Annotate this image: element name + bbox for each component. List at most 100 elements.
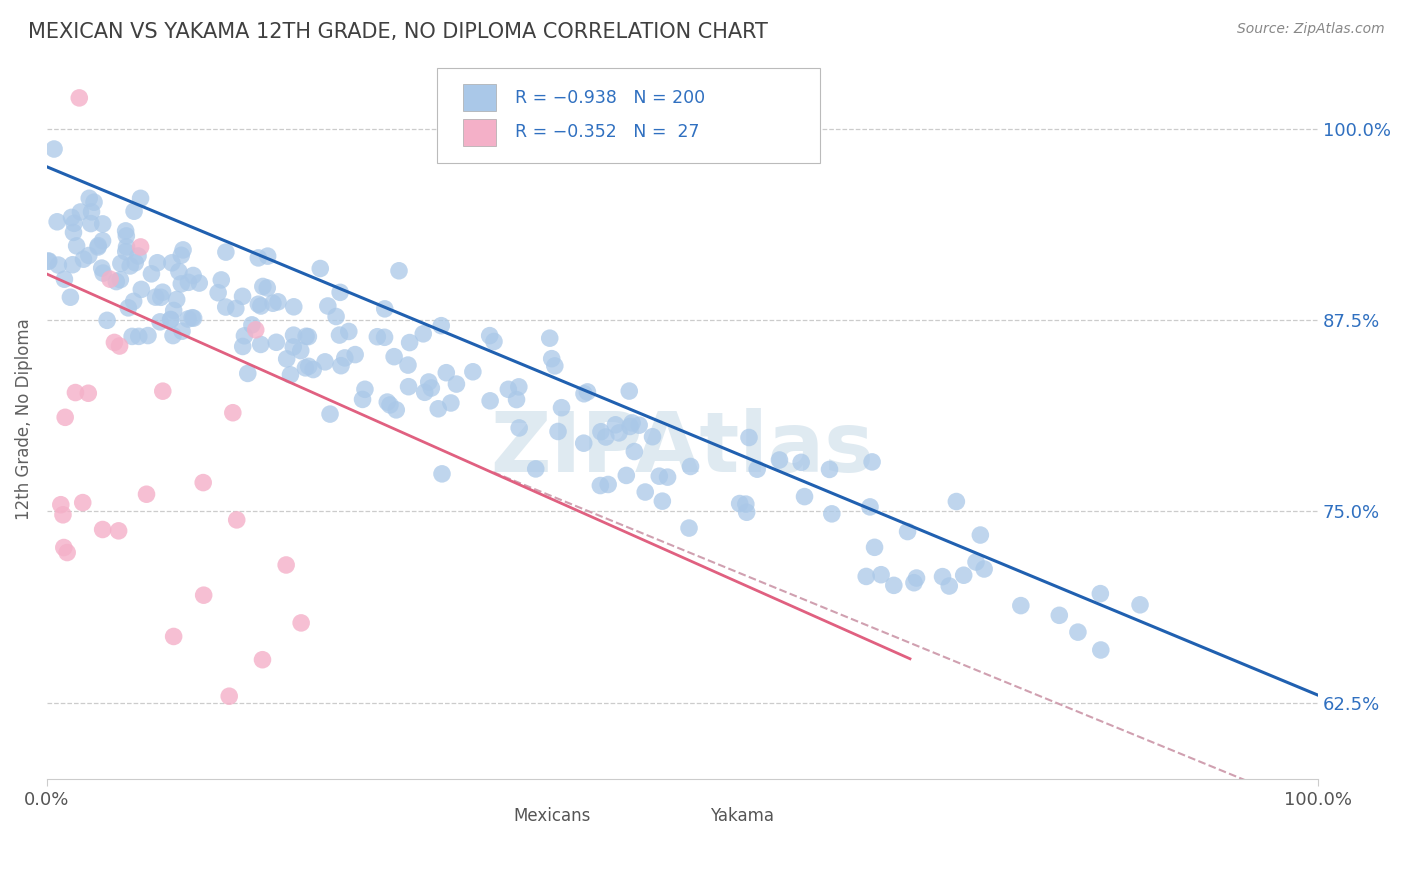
Point xyxy=(87,238,110,252)
Point xyxy=(883,578,905,592)
Point xyxy=(965,555,987,569)
Point xyxy=(628,418,651,433)
Point xyxy=(96,313,118,327)
Point xyxy=(146,256,169,270)
Point xyxy=(170,277,193,291)
Point xyxy=(302,362,325,376)
Point xyxy=(42,142,65,156)
Point xyxy=(283,340,305,354)
Point xyxy=(80,205,103,219)
Point xyxy=(107,524,129,538)
Point xyxy=(413,385,436,400)
Point xyxy=(309,261,332,276)
Point xyxy=(163,630,186,644)
Point xyxy=(90,261,112,276)
Point xyxy=(375,395,398,409)
Point xyxy=(80,217,103,231)
Point xyxy=(232,289,254,303)
Text: Source: ZipAtlas.com: Source: ZipAtlas.com xyxy=(1237,22,1385,37)
Point xyxy=(252,653,274,667)
Point xyxy=(430,467,453,481)
Point xyxy=(72,252,94,267)
Point xyxy=(385,403,408,417)
Point xyxy=(679,459,702,474)
Point xyxy=(60,211,83,225)
Point xyxy=(295,329,318,343)
Point xyxy=(352,392,374,407)
Point xyxy=(222,406,245,420)
Point xyxy=(938,579,960,593)
Point xyxy=(276,558,298,572)
Point xyxy=(734,497,756,511)
Point xyxy=(193,588,215,602)
Point xyxy=(619,384,641,398)
Point xyxy=(333,351,356,365)
Point xyxy=(110,256,132,270)
Point xyxy=(167,264,190,278)
Text: ZIPAtlas: ZIPAtlas xyxy=(491,408,875,489)
Point xyxy=(790,455,813,469)
Text: Yakama: Yakama xyxy=(710,807,775,825)
Point xyxy=(77,386,100,401)
FancyBboxPatch shape xyxy=(463,84,496,112)
Point xyxy=(262,296,284,310)
Point xyxy=(524,462,547,476)
Point xyxy=(59,290,82,304)
Point xyxy=(735,505,758,519)
Point xyxy=(62,226,84,240)
Point xyxy=(129,240,152,254)
Point xyxy=(598,477,620,491)
Point xyxy=(67,91,90,105)
Point xyxy=(103,335,125,350)
Point xyxy=(225,513,247,527)
Point xyxy=(207,285,229,300)
Point xyxy=(209,273,232,287)
Point xyxy=(728,497,751,511)
Point xyxy=(152,384,174,399)
Point xyxy=(550,401,572,415)
Point xyxy=(52,541,75,555)
Point xyxy=(110,273,132,287)
Point xyxy=(903,575,925,590)
Point xyxy=(53,272,76,286)
Point xyxy=(136,328,159,343)
Point xyxy=(56,545,79,559)
Point xyxy=(1090,643,1112,657)
FancyBboxPatch shape xyxy=(485,807,509,825)
Point xyxy=(267,294,290,309)
Point xyxy=(166,293,188,307)
Point xyxy=(276,351,298,366)
Point xyxy=(128,329,150,343)
FancyBboxPatch shape xyxy=(682,807,706,825)
Point xyxy=(607,425,630,440)
Point xyxy=(215,245,238,260)
Point xyxy=(747,462,769,476)
Point xyxy=(183,311,205,326)
Point xyxy=(232,339,254,353)
FancyBboxPatch shape xyxy=(463,119,496,146)
Point xyxy=(396,358,419,372)
Point xyxy=(328,328,350,343)
Point xyxy=(1090,587,1112,601)
Point xyxy=(314,355,336,369)
Point xyxy=(621,416,644,430)
Point xyxy=(108,339,131,353)
Point xyxy=(388,264,411,278)
Point xyxy=(576,384,599,399)
Point xyxy=(294,360,316,375)
Point xyxy=(412,326,434,341)
Point xyxy=(329,285,352,300)
Point xyxy=(478,328,501,343)
Point xyxy=(651,494,673,508)
Point xyxy=(218,690,240,704)
Point xyxy=(614,468,637,483)
Point xyxy=(170,324,193,338)
Point xyxy=(250,299,273,313)
Point xyxy=(508,380,530,394)
Point xyxy=(344,348,367,362)
Point xyxy=(52,508,75,522)
Point xyxy=(114,244,136,259)
Point xyxy=(131,282,153,296)
FancyBboxPatch shape xyxy=(437,69,820,162)
Point xyxy=(498,382,520,396)
